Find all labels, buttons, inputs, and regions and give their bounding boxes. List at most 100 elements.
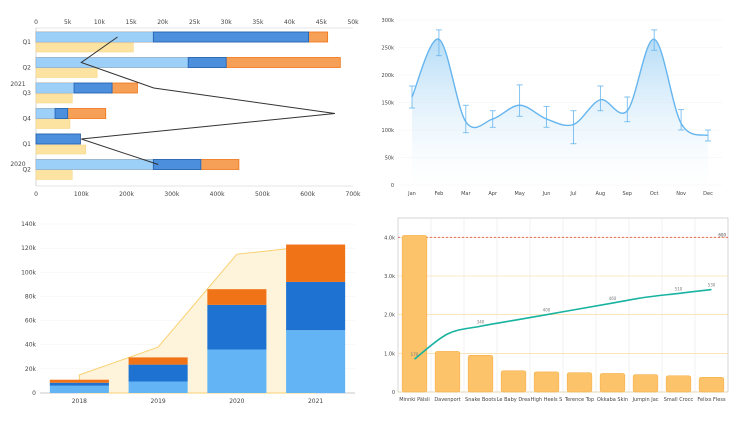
chart4-x-tick: Snake Boots xyxy=(465,397,496,403)
chart2-x-tick: May xyxy=(514,191,524,197)
chart4-x-tick: Terence Top xyxy=(564,397,594,403)
chart3-bar-segment xyxy=(286,244,346,282)
chart4-y-tick: 3.0k xyxy=(384,274,395,280)
chart4-x-tick: Le Baby Drea xyxy=(497,397,531,403)
chart4-bar xyxy=(698,377,725,393)
chart1-bottom-tick: 700k xyxy=(346,191,361,198)
chart1-top-tick: 0 xyxy=(34,19,38,26)
chart4-x-tick: Minnki Pälsli xyxy=(399,397,430,403)
chart2-x-tick: Feb xyxy=(434,191,443,197)
chart1-bottom-tick: 100k xyxy=(74,191,89,198)
chart4-y-tick: 1.0k xyxy=(384,351,395,357)
chart3-y-tick: 0 xyxy=(32,390,36,397)
chart4-line-label: 530 xyxy=(708,283,716,288)
chart1-bottom-tick: 300k xyxy=(164,191,179,198)
chart2-area xyxy=(412,39,708,185)
chart3-bar-segment xyxy=(207,289,267,305)
chart1-top-tick: 5k xyxy=(64,19,72,26)
chart2-x-tick: Oct xyxy=(650,191,659,197)
chart4-line-label: 170 xyxy=(411,352,419,357)
chart4-bar xyxy=(599,373,626,393)
chart2-x-tick: Sep xyxy=(623,191,632,197)
chart4-line-label: 340 xyxy=(477,319,485,324)
chart1-bottom-tick: 500k xyxy=(255,191,270,198)
chart3-bar-segment xyxy=(49,382,109,386)
chart1-bottom-tick: 400k xyxy=(210,191,225,198)
chart4-bar xyxy=(434,351,461,393)
chart2-x-tick: Mar xyxy=(461,191,471,197)
chart4-line xyxy=(414,288,712,360)
chart3-bar-segment xyxy=(128,357,188,365)
chart3-area xyxy=(78,245,317,394)
chart1-category-label: Q1 xyxy=(22,39,31,46)
chart4-x-tick: Felixs Fless xyxy=(697,397,726,403)
chart4-x-tick: Okkaba Skin xyxy=(597,397,628,403)
chart2-x-tick: Aug xyxy=(595,191,605,197)
chart2-x-tick: Jun xyxy=(542,191,551,197)
chart3-bar-segment xyxy=(207,304,267,350)
chart1-category-label: Q1 xyxy=(22,141,31,148)
chart2-y-tick: 200k xyxy=(382,73,395,79)
chart4-x-tick: Davenport xyxy=(434,397,460,403)
chart1-dark-blue-bar xyxy=(73,82,113,94)
chart3-x-tick: 2019 xyxy=(150,398,165,405)
chart4-y-tick: 2.0k xyxy=(384,313,395,319)
chart1-yellow-bar xyxy=(35,119,71,129)
chart1-top-tick: 10k xyxy=(94,19,106,26)
chart1-yellow-bar xyxy=(35,93,73,104)
chart2-y-tick: 50k xyxy=(385,156,394,162)
chart4-bar xyxy=(533,371,560,393)
chart1-group-label: 2020 xyxy=(10,161,25,168)
chart4-x-tick: Small Crocc xyxy=(664,397,694,403)
chart1-bottom-tick: 600k xyxy=(300,191,315,198)
chart1-yellow-bar xyxy=(35,144,87,155)
chart1-dark-blue-bar xyxy=(187,57,227,68)
chart3-x-tick: 2021 xyxy=(308,398,323,405)
chart4-x-tick: Jumpin Jac xyxy=(631,397,658,403)
chart3-x-tick: 2018 xyxy=(72,398,87,405)
chart1-category-label: Q3 xyxy=(22,90,31,97)
chart4-bar xyxy=(566,372,593,393)
chart1-top-tick: 45k xyxy=(316,19,328,26)
chart1-bottom-tick: 0 xyxy=(34,191,38,198)
chart1-category-label: Q2 xyxy=(22,167,31,174)
chart1-dark-blue-bar xyxy=(54,108,69,119)
chart3-y-tick: 20k xyxy=(25,366,37,373)
chart2-y-tick: 150k xyxy=(382,101,395,107)
chart3-bar-segment xyxy=(286,330,346,393)
chart4-bar xyxy=(665,375,692,393)
chart1-top-tick: 25k xyxy=(189,19,201,26)
chart4-line-label: 400 xyxy=(543,308,551,313)
chart1-top-tick: 50k xyxy=(347,19,359,26)
chart2-y-tick: 250k xyxy=(382,46,395,52)
chart4-bar xyxy=(401,235,428,393)
chart1-category-label: Q2 xyxy=(22,65,31,72)
chart1-dark-blue-bar xyxy=(35,133,81,145)
chart3-bar-segment xyxy=(128,381,188,393)
chart1-dark-blue-bar xyxy=(152,159,202,170)
chart1-line-series xyxy=(80,36,335,165)
chart4-bar xyxy=(632,374,659,393)
chart1-top-tick: 35k xyxy=(252,19,264,26)
chart2-y-tick: 0 xyxy=(391,183,394,189)
chart1-top-tick: 15k xyxy=(126,19,138,26)
chart1-dark-blue-bar xyxy=(152,31,310,43)
chart1-yellow-bar xyxy=(35,42,134,53)
chart3-y-tick: 120k xyxy=(21,245,36,252)
chart3-y-tick: 80k xyxy=(25,293,37,300)
chart1-group-label: 2021 xyxy=(10,81,25,88)
chart4-bar xyxy=(467,355,494,393)
chart2-x-tick: Dec xyxy=(703,191,713,197)
chart1-top-tick: 40k xyxy=(284,19,296,26)
chart3-bar-segment xyxy=(207,349,267,393)
chart2-line xyxy=(411,38,709,137)
chart1-top-tick: 30k xyxy=(221,19,233,26)
chart3-y-tick: 60k xyxy=(25,318,37,325)
chart2-x-tick: Apr xyxy=(488,191,498,197)
chart2-y-tick: 100k xyxy=(382,128,395,134)
chart1-yellow-bar xyxy=(35,68,98,78)
chart1-category-label: Q4 xyxy=(22,116,31,123)
chart3-bar-segment xyxy=(49,385,109,393)
chart3-y-tick: 100k xyxy=(21,269,36,276)
